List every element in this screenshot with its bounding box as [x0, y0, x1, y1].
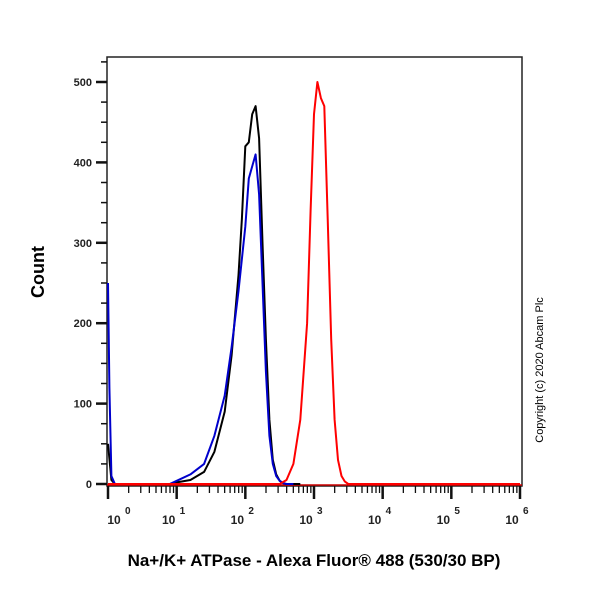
- svg-text:10: 10: [505, 513, 519, 527]
- svg-text:10: 10: [299, 513, 313, 527]
- y-axis: 0 100 200 300 400 500: [74, 61, 107, 491]
- y-tick-label: 100: [74, 399, 92, 411]
- svg-text:10: 10: [231, 513, 245, 527]
- y-tick-label: 0: [86, 479, 92, 491]
- svg-text:10: 10: [107, 513, 121, 527]
- svg-text:2: 2: [248, 506, 254, 517]
- svg-text:0: 0: [125, 506, 131, 517]
- series-group: [107, 81, 522, 486]
- copyright-annotation: Copyright (c) 2020 Abcam Plc: [534, 297, 546, 443]
- svg-text:3: 3: [317, 506, 323, 517]
- x-tick-label: 10 1: [162, 506, 186, 527]
- y-tick-label: 500: [74, 77, 92, 89]
- svg-text:10: 10: [437, 513, 451, 527]
- x-tick-label: 10 6: [505, 506, 529, 527]
- series-line-red: [108, 81, 520, 485]
- x-tick-label: 10 4: [368, 506, 392, 527]
- svg-text:10: 10: [162, 513, 176, 527]
- plot-frame: [106, 56, 523, 487]
- svg-text:4: 4: [386, 506, 392, 517]
- y-tick-label: 400: [74, 157, 92, 169]
- y-axis-label: Count: [28, 246, 48, 298]
- x-tick-label: 10 0: [107, 506, 131, 527]
- svg-text:1: 1: [180, 506, 186, 517]
- x-tick-label: 10 3: [299, 506, 323, 527]
- x-tick-label: 102: [231, 506, 255, 527]
- svg-text:10: 10: [368, 513, 382, 527]
- y-tick-label: 300: [74, 238, 92, 250]
- svg-text:6: 6: [523, 506, 529, 517]
- svg-text:5: 5: [454, 506, 460, 517]
- x-tick-label: 105: [437, 506, 461, 527]
- y-tick-label: 200: [74, 318, 92, 330]
- x-axis-label: Na+/K+ ATPase - Alexa Fluor® 488 (530/30…: [128, 551, 501, 570]
